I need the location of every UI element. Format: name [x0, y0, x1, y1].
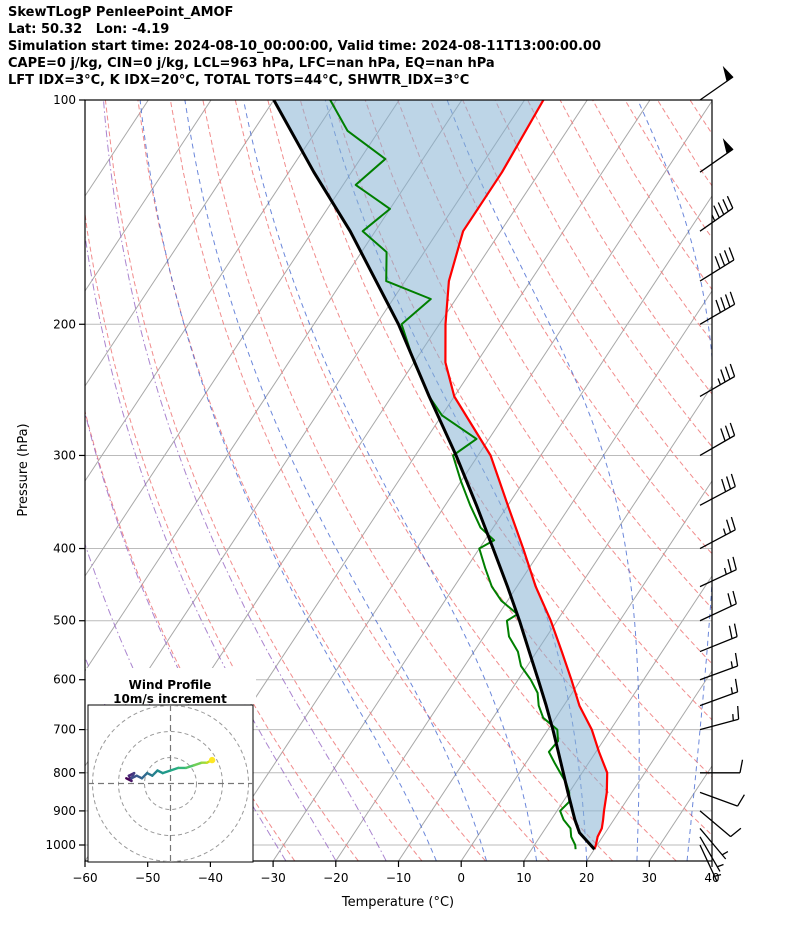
- hodograph-subtitle: 10m/s increment: [113, 692, 227, 706]
- stability-indices-1: CAPE=0 j/kg, CIN=0 j/kg, LCL=963 hPa, LF…: [8, 56, 495, 71]
- figure-title: SkewTLogP PenleePoint_AMOF: [8, 5, 233, 20]
- y-tick-label: 700: [53, 723, 76, 737]
- y-axis-label: Pressure (hPa): [16, 423, 31, 516]
- x-tick-label: 40: [704, 871, 719, 885]
- x-tick-label: −40: [198, 871, 223, 885]
- x-tick-label: −30: [260, 871, 285, 885]
- simulation-times: Simulation start time: 2024-08-10_00:00:…: [8, 39, 601, 54]
- x-tick-label: −50: [135, 871, 160, 885]
- y-tick-label: 200: [53, 317, 76, 331]
- y-tick-label: 100: [53, 93, 76, 107]
- y-tick-label: 300: [53, 448, 76, 462]
- x-tick-label: 20: [579, 871, 594, 885]
- hodograph-title: Wind Profile: [129, 678, 212, 692]
- hodograph-end-marker: [209, 757, 215, 763]
- x-axis-label: Temperature (°C): [341, 895, 454, 910]
- x-tick-label: −20: [323, 871, 348, 885]
- x-tick-label: −10: [386, 871, 411, 885]
- x-tick-label: 0: [457, 871, 465, 885]
- x-tick-label: 30: [642, 871, 657, 885]
- y-tick-label: 800: [53, 766, 76, 780]
- x-tick-label: −60: [72, 871, 97, 885]
- stability-indices-2: LFT IDX=3°C, K IDX=20°C, TOTAL TOTS=44°C…: [8, 73, 469, 88]
- y-tick-label: 600: [53, 673, 76, 687]
- x-tick-label: 10: [516, 871, 531, 885]
- y-tick-label: 400: [53, 542, 76, 556]
- y-tick-label: 900: [53, 804, 76, 818]
- y-tick-label: 1000: [45, 838, 76, 852]
- y-tick-label: 500: [53, 614, 76, 628]
- station-coordinates: Lat: 50.32 Lon: -4.19: [8, 22, 169, 37]
